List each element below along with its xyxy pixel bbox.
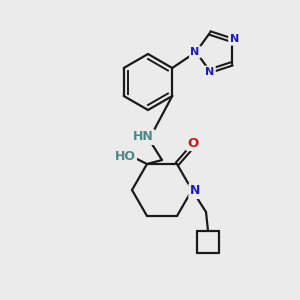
Text: HN: HN [133,130,153,143]
Text: N: N [190,47,200,57]
Text: N: N [205,67,214,77]
Text: N: N [190,184,200,197]
Text: HO: HO [115,149,136,163]
Text: N: N [230,34,239,44]
Text: O: O [188,136,199,149]
